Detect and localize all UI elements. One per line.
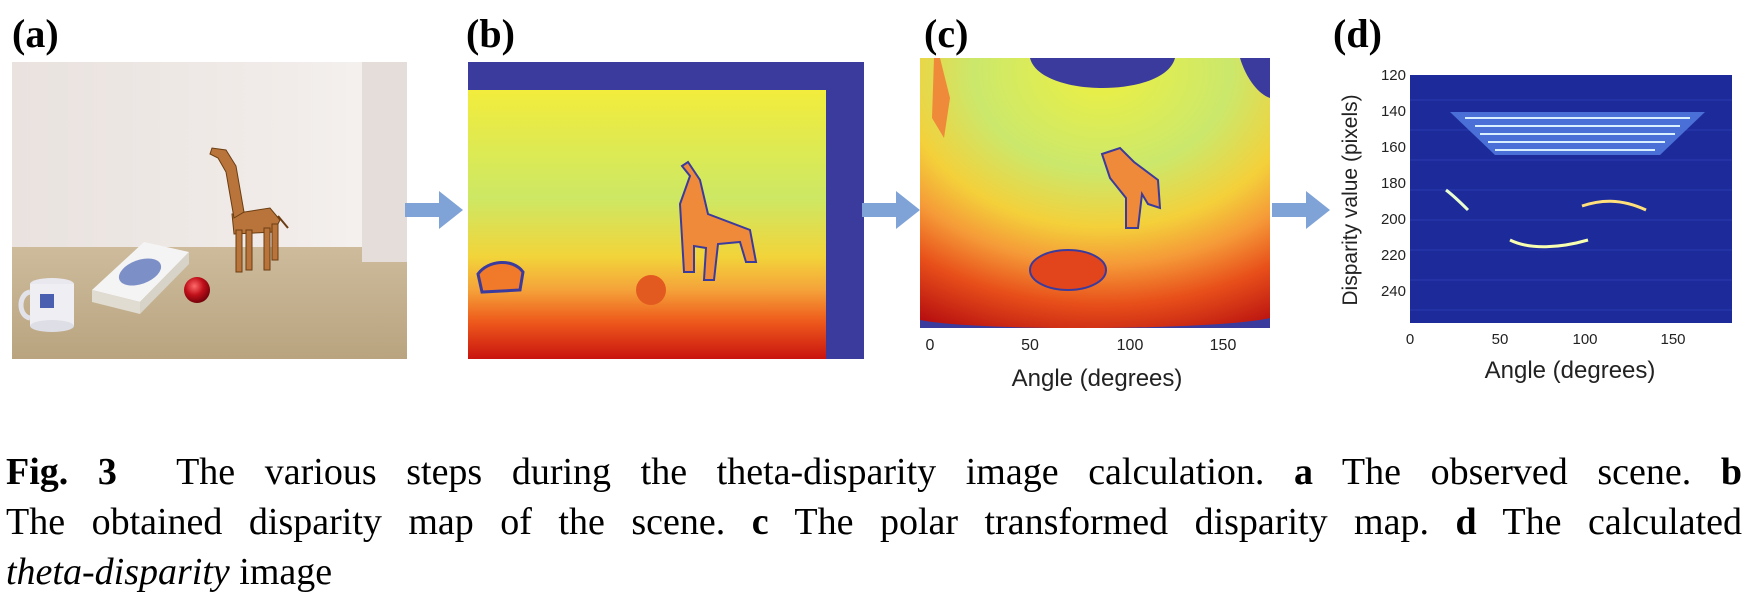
y-tick: 120 xyxy=(1381,67,1406,84)
caption-key-d: d xyxy=(1455,501,1477,543)
polar-disparity-chart: 0 50 100 150 Angle (degrees) xyxy=(920,58,1280,398)
figure-caption: Fig. 3 The various steps during the thet… xyxy=(6,447,1742,597)
caption-italic-term: theta-disparity xyxy=(6,551,230,593)
x-tick: 100 xyxy=(1572,331,1597,348)
y-tick: 140 xyxy=(1381,103,1406,120)
panel-label-a: (a) xyxy=(12,11,59,56)
caption-text: The observed scene. xyxy=(1341,451,1692,493)
caption-key-b: b xyxy=(1720,451,1743,493)
panel-label-d: (d) xyxy=(1333,11,1382,56)
caption-key-a: a xyxy=(1294,451,1313,493)
x-tick: 0 xyxy=(926,337,935,354)
arrow-right-icon xyxy=(1272,191,1330,229)
arrow-right-icon xyxy=(862,191,920,229)
caption-text: The various steps during the theta-dispa… xyxy=(176,451,1265,493)
caption-key-c: c xyxy=(751,501,769,543)
x-tick: 0 xyxy=(1406,331,1414,348)
arrow-right-icon xyxy=(405,191,463,229)
caption-text: The obtained disparity map of the scene. xyxy=(6,501,726,543)
disparity-map xyxy=(468,62,864,359)
theta-disparity-chart: 120 140 160 180 200 220 240 0 50 100 150… xyxy=(1330,60,1740,400)
y-tick: 180 xyxy=(1381,175,1406,192)
panel-label-c: (c) xyxy=(924,11,969,56)
caption-fig-label: Fig. 3 xyxy=(6,451,117,493)
y-axis-label: Disparity value (pixels) xyxy=(1339,94,1362,305)
x-tick: 150 xyxy=(1210,337,1237,354)
y-tick: 160 xyxy=(1381,139,1406,156)
x-axis-label: Angle (degrees) xyxy=(1012,365,1183,392)
y-tick: 240 xyxy=(1381,283,1406,300)
scene-photo xyxy=(12,62,407,359)
caption-text: The polar transformed disparity map. xyxy=(794,501,1429,543)
caption-text: The calculated xyxy=(1502,501,1742,543)
x-tick: 100 xyxy=(1117,337,1144,354)
x-tick: 150 xyxy=(1660,331,1685,348)
panel-label-b: (b) xyxy=(466,11,515,56)
y-tick: 200 xyxy=(1381,211,1406,228)
x-tick: 50 xyxy=(1492,331,1509,348)
y-tick: 220 xyxy=(1381,247,1406,264)
caption-text: image xyxy=(239,551,333,593)
x-axis-label: Angle (degrees) xyxy=(1485,357,1656,384)
x-tick: 50 xyxy=(1021,337,1039,354)
